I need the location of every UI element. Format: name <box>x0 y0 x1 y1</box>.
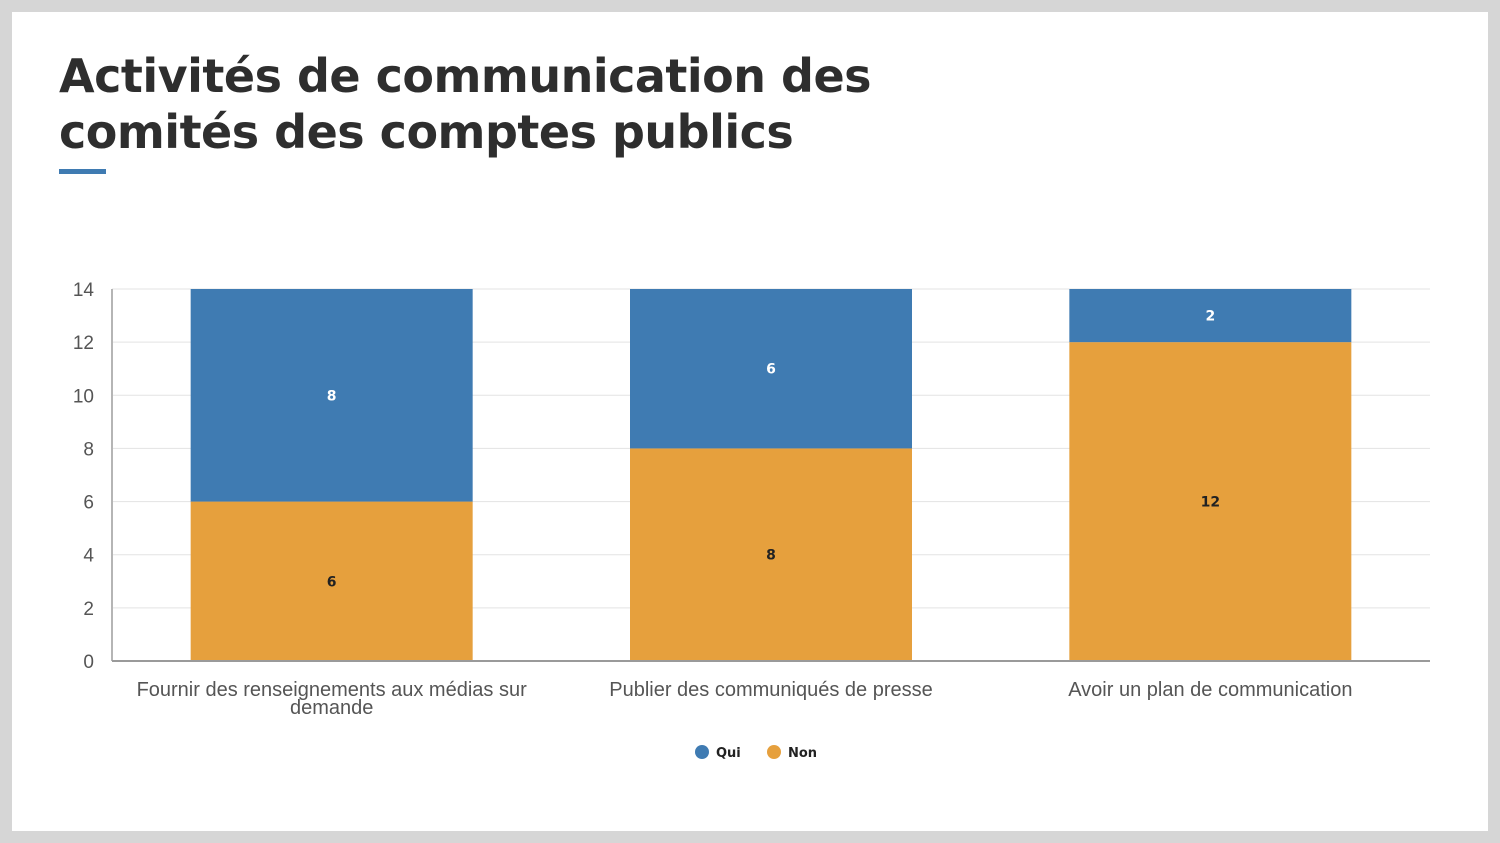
x-tick-label-3: Avoir un plan de communication <box>1068 679 1352 701</box>
y-tick-label: 8 <box>83 439 94 460</box>
data-label-qui-3: 2 <box>1205 309 1215 325</box>
bar-qui-1 <box>190 289 473 502</box>
x-tick-label-2: Publier des communiqués de presse <box>609 679 933 701</box>
data-label-qui-2: 6 <box>766 362 776 378</box>
y-tick-label: 14 <box>73 280 95 301</box>
legend-label-qui: Qui <box>716 746 741 761</box>
bar-non-1 <box>190 501 473 661</box>
y-tick-label: 0 <box>83 652 94 673</box>
bar-qui-3 <box>1069 289 1352 343</box>
y-tick-label: 2 <box>83 599 94 620</box>
y-axis-ticks: 0 2 4 6 8 10 12 14 <box>73 280 95 673</box>
slide-title: Activités de communication des comités d… <box>59 48 959 160</box>
y-tick-label: 12 <box>73 333 94 354</box>
legend-marker-qui <box>695 745 709 759</box>
y-tick-label: 6 <box>83 493 94 514</box>
slide-title-line-1: Activités de communication des <box>59 49 872 103</box>
bar-qui-2 <box>630 289 912 449</box>
slide-title-line-2: comités des comptes publics <box>59 105 794 159</box>
data-label-non-3: 12 <box>1201 495 1220 511</box>
x-tick-label-1: Fournir des renseignements aux médias su… <box>137 679 528 701</box>
bars: 6 8 8 6 12 2 <box>190 289 1352 661</box>
y-tick-label: 10 <box>73 386 94 407</box>
x-tick-label-1: demande <box>290 697 373 719</box>
title-accent-bar <box>59 169 106 174</box>
data-label-qui-1: 8 <box>327 388 337 404</box>
y-tick-label: 4 <box>83 546 94 567</box>
legend: Qui Non <box>695 745 817 761</box>
axes <box>111 289 1430 662</box>
data-label-non-2: 8 <box>766 548 776 564</box>
legend-marker-non <box>767 745 781 759</box>
legend-label-non: Non <box>788 746 817 761</box>
bar-non-3 <box>1069 342 1352 661</box>
x-axis-labels: Fournir des renseignements aux médias su… <box>137 679 1353 719</box>
data-label-non-1: 6 <box>327 574 337 590</box>
bar-non-2 <box>630 448 912 661</box>
